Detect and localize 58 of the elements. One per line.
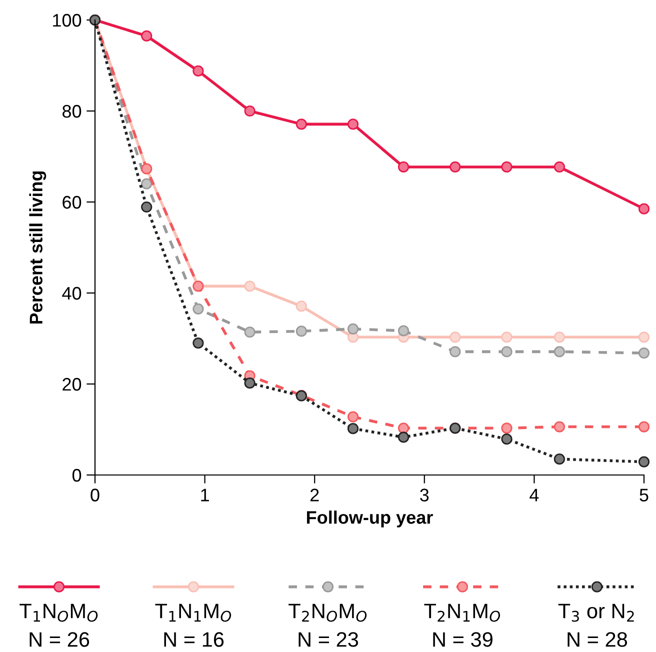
point	[501, 332, 512, 343]
point	[398, 161, 410, 173]
y-tick-label: 100	[53, 14, 82, 27]
point	[347, 411, 359, 422]
point	[554, 454, 566, 465]
point	[501, 161, 512, 173]
y-tick-label: 60	[62, 196, 82, 209]
point	[296, 326, 307, 337]
point	[450, 161, 461, 173]
legend-label: T$_{2}$N$_{1}$M$_{O}$ N = 39	[424, 604, 500, 647]
point	[501, 422, 512, 434]
point	[296, 300, 307, 312]
point	[554, 161, 566, 173]
point	[638, 348, 650, 359]
point	[501, 346, 512, 358]
point	[398, 325, 410, 336]
point	[192, 337, 204, 349]
point	[347, 323, 359, 334]
y-tick-label: 40	[62, 286, 82, 300]
point	[638, 456, 650, 468]
point	[638, 332, 650, 343]
x-tick-label: 4	[530, 488, 539, 502]
point	[244, 105, 256, 117]
y-axis-title: Percent still living	[29, 171, 46, 324]
point	[141, 201, 152, 213]
point	[638, 421, 650, 432]
legend-label: T$_{1}$N$_{O}$M$_{O}$ N = 26	[20, 604, 98, 647]
point	[141, 30, 152, 42]
legend-label: T$_{3}$ or N$_{2}$ N = 28	[558, 604, 634, 647]
x-tick-label: 1	[201, 488, 209, 502]
legend-label: T$_{2}$N$_{O}$M$_{O}$ N = 23	[288, 604, 367, 647]
y-tick-label: 20	[62, 378, 82, 391]
point	[554, 332, 566, 343]
x-tick-label: 3	[420, 488, 429, 502]
point	[192, 303, 204, 314]
point	[244, 378, 256, 389]
point	[501, 434, 512, 445]
x-tick-label: 5	[640, 488, 648, 502]
point	[192, 65, 204, 77]
legend-label: T$_{1}$N$_{1}$M$_{O}$ N = 16	[155, 604, 232, 647]
point	[450, 332, 461, 343]
point	[398, 432, 410, 443]
point	[450, 346, 461, 358]
point	[554, 421, 566, 432]
y-tick-label: 0	[72, 468, 82, 482]
point	[296, 118, 307, 130]
point	[398, 422, 410, 434]
x-axis-title: Follow-up year	[307, 510, 433, 528]
point	[554, 346, 566, 358]
x-tick-label: 0	[90, 488, 100, 502]
point	[638, 203, 650, 214]
point	[141, 178, 152, 190]
point	[244, 280, 256, 292]
point	[244, 326, 256, 338]
point	[347, 423, 359, 434]
x-tick-label: 2	[310, 488, 319, 502]
y-tick-label: 80	[62, 104, 82, 118]
point	[347, 118, 359, 130]
